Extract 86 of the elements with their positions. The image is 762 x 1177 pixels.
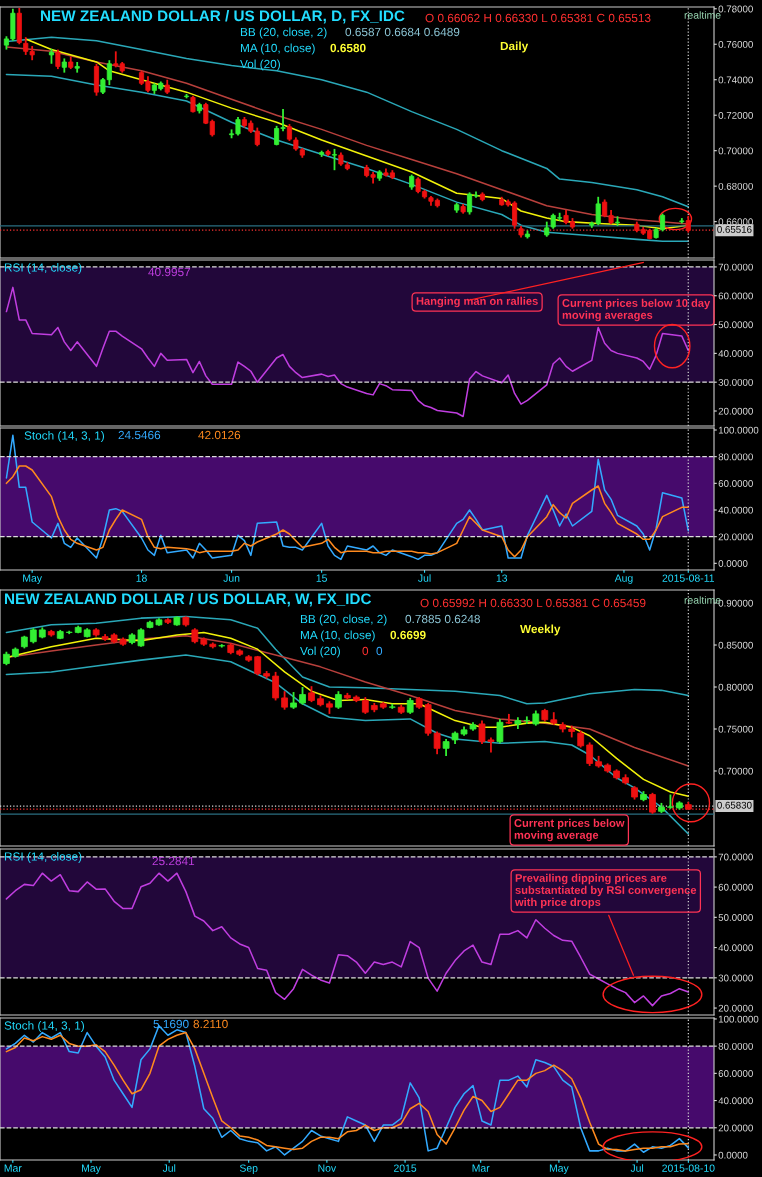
annotation: 0.6699 xyxy=(390,630,426,640)
annotation: Daily xyxy=(500,41,529,53)
y-tick-label: 40.0000 xyxy=(718,1097,753,1105)
annotation: O 0.66062 H 0.66330 L 0.65381 C 0.65513 xyxy=(425,13,651,23)
annotation: Prevailing dipping prices are substantiated by RSI convergence with price drops xyxy=(514,873,697,909)
y-tick-label: 0.0000 xyxy=(718,560,748,567)
annotation: Vol (20) xyxy=(300,646,340,658)
x-tick-label: May xyxy=(23,574,42,584)
annotation: Current prices below 10 day moving averages xyxy=(562,298,711,322)
y-tick-label: 0.80000 xyxy=(718,683,753,691)
y-tick-label: 0.75000 xyxy=(718,725,753,733)
y-tick-label: 40.0000 xyxy=(718,506,753,514)
y-tick-label: 0.85000 xyxy=(718,641,753,649)
chart-title: Stoch (14, 3, 1) xyxy=(24,431,104,442)
x-tick-label: Aug xyxy=(614,574,633,584)
annotation: Current prices below moving average xyxy=(514,818,625,842)
annotation: MA (10, close) xyxy=(240,43,315,55)
annotation: 42.0126 xyxy=(198,430,241,440)
chart-title: Stoch (14, 3, 1) xyxy=(4,1021,84,1032)
y-tick-label: 100.0000 xyxy=(718,1015,759,1023)
y-tick-label: 0.74000 xyxy=(718,76,753,84)
y-tick-label: 0.76000 xyxy=(718,40,753,48)
ref-line-label: 0.65516 xyxy=(717,225,752,233)
x-tick-label: Sep xyxy=(239,1164,258,1174)
y-tick-label: 60.0000 xyxy=(718,480,753,487)
x-tick-label: 15 xyxy=(316,574,327,582)
annotation: 24.5466 xyxy=(118,430,161,440)
annotation: realtime xyxy=(684,11,721,19)
y-tick-label: 0.66000 xyxy=(718,218,753,226)
x-tick-label: 18 xyxy=(136,574,147,582)
y-tick-label: 100.0000 xyxy=(718,426,759,434)
y-tick-label: 70.0000 xyxy=(718,853,753,861)
y-tick-label: 80.0000 xyxy=(718,1042,753,1050)
annotation: Vol (20) xyxy=(240,59,280,71)
ref-line-label: 0.65830 xyxy=(717,801,752,809)
y-tick-label: 0.0000 xyxy=(718,1151,748,1159)
y-tick-label: 40.0000 xyxy=(718,944,753,952)
x-tick-label: Jun xyxy=(223,574,240,582)
chart-title: NEW ZEALAND DOLLAR / US DOLLAR, W, FX_IDC xyxy=(5,593,372,607)
annotation: 25.2841 xyxy=(152,856,195,866)
annotation: 0 xyxy=(376,646,383,656)
x-tick-label: Jul xyxy=(162,1164,176,1172)
annotation: Hanging man on rallies xyxy=(416,296,538,308)
annotation: 0 xyxy=(362,646,369,656)
y-tick-label: 40.0000 xyxy=(718,350,753,357)
y-tick-label: 50.0000 xyxy=(718,914,753,921)
y-tick-label: 60.0000 xyxy=(718,883,753,891)
x-tick-label: Mar xyxy=(4,1164,22,1172)
y-tick-label: 0.68000 xyxy=(718,182,753,190)
y-tick-label: 60.0000 xyxy=(718,292,753,300)
y-tick-label: 0.72000 xyxy=(718,111,753,119)
x-tick-label: May xyxy=(549,1164,569,1174)
y-tick-label: 0.70000 xyxy=(718,767,753,775)
x-tick-label: 2015-08-11 xyxy=(662,574,715,582)
y-tick-label: 50.0000 xyxy=(718,321,753,329)
y-tick-label: 30.0000 xyxy=(718,974,753,982)
x-tick-label: 13 xyxy=(496,574,508,582)
annotation: 5.1690 xyxy=(153,1019,189,1029)
y-tick-label: 60.0000 xyxy=(718,1070,753,1077)
y-tick-label: 20.0000 xyxy=(718,1124,753,1132)
y-tick-label: 80.0000 xyxy=(718,453,753,461)
x-tick-label: Mar xyxy=(472,1164,490,1172)
y-tick-label: 30.0000 xyxy=(718,378,753,386)
annotation: BB (20, close, 2) xyxy=(240,27,327,39)
annotation: BB (20, close, 2) xyxy=(300,614,387,626)
y-tick-label: 20.0000 xyxy=(718,1004,753,1012)
y-tick-label: 20.0000 xyxy=(718,407,753,415)
annotation: Weekly xyxy=(520,624,561,636)
annotation: 0.7885 0.6248 xyxy=(405,614,480,624)
annotation: 0.6587 0.6684 0.6489 xyxy=(345,27,460,37)
annotation: O 0.65992 H 0.66330 L 0.65381 C 0.65459 xyxy=(420,598,646,608)
y-tick-label: 0.70000 xyxy=(718,147,753,155)
x-tick-label: Nov xyxy=(318,1164,337,1172)
annotation: MA (10, close) xyxy=(300,630,375,642)
chart-title: NEW ZEALAND DOLLAR / US DOLLAR, D, FX_IDC xyxy=(41,10,405,24)
x-tick-label: Jul xyxy=(630,1164,644,1172)
y-tick-label: 0.78000 xyxy=(718,5,753,13)
x-tick-label: May xyxy=(82,1164,101,1174)
y-tick-label: 70.0000 xyxy=(718,263,753,271)
y-tick-label: 20.0000 xyxy=(718,533,753,541)
x-tick-label: 2015 xyxy=(394,1164,417,1172)
x-tick-label: Jul xyxy=(418,574,431,582)
x-tick-label: 2015-08-10 xyxy=(662,1164,715,1172)
annotation: 40.9957 xyxy=(148,267,191,277)
annotation: 0.6580 xyxy=(330,43,366,53)
annotation: 8.2110 xyxy=(193,1019,228,1029)
